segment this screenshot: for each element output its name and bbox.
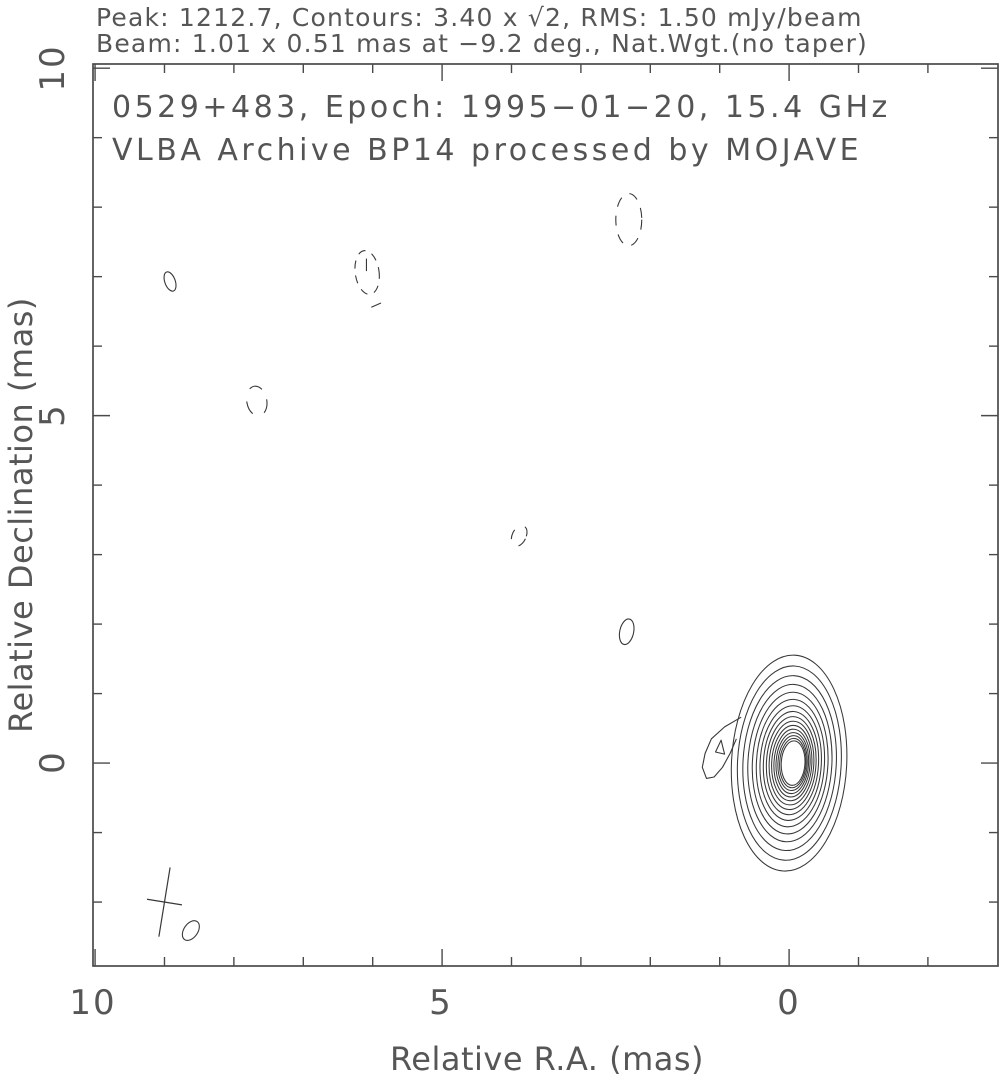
contour-ring [736, 665, 842, 861]
contour-ring [759, 705, 822, 821]
jet-extension [701, 716, 742, 779]
x-tick-label-0: 0 [777, 983, 801, 1023]
beam-fwhm-cross [146, 867, 183, 937]
contour-ring [765, 716, 817, 811]
source-epoch-frequency-title: 0529+483, Epoch: 1995−01−20, 15.4 GHz [112, 90, 891, 125]
contour-ring [755, 698, 826, 828]
contour-ring [779, 737, 807, 789]
dashed-tiny-c [510, 524, 528, 547]
contour-ring [747, 683, 833, 843]
y-tick-label-5: 5 [33, 403, 73, 427]
dashed-oval-n2 [615, 193, 643, 247]
jet-inner-triangle [714, 739, 726, 755]
contour-ring [773, 728, 811, 798]
contour-ring [742, 675, 837, 852]
map-stats-line-peak-contours-rms: Peak: 1212.7, Contours: 3.40 x √2, RMS: … [96, 3, 863, 32]
beam-sidelobe-blob [181, 920, 200, 941]
dash-v-n1 [371, 302, 382, 308]
archive-processing-subtitle: VLBA Archive BP14 processed by MOJAVE [112, 133, 863, 168]
contour-ring [768, 720, 815, 806]
contour-ring [780, 740, 806, 786]
main-source-contours [730, 654, 848, 872]
contour-ring [730, 654, 848, 872]
beam-minor-axis [146, 898, 183, 906]
contour-ring [762, 710, 820, 816]
x-tick-label-5: 5 [429, 983, 453, 1023]
y-axis-label: Relative Declination (mas) [2, 297, 40, 733]
contour-ring [777, 735, 808, 792]
y-tick-label-10: 10 [33, 44, 73, 92]
dashed-arc-w [246, 385, 268, 417]
axis-ticks [93, 64, 998, 966]
dashed-oval-n1 [354, 250, 380, 295]
jet-knot-blob [618, 618, 635, 646]
x-tick-label-10: 10 [69, 983, 117, 1023]
contour-ring [775, 732, 810, 795]
x-axis-label: Relative R.A. (mas) [389, 1040, 705, 1078]
plot-frame [92, 63, 999, 967]
contour-features [163, 193, 742, 941]
map-stats-line-beam-weighting: Beam: 1.01 x 0.51 mas at −9.2 deg., Nat.… [96, 29, 869, 58]
contour-ring [771, 724, 813, 802]
contour-ring [751, 691, 829, 835]
y-tick-label-0: 0 [33, 750, 73, 774]
compact-blob-nw [163, 271, 177, 292]
